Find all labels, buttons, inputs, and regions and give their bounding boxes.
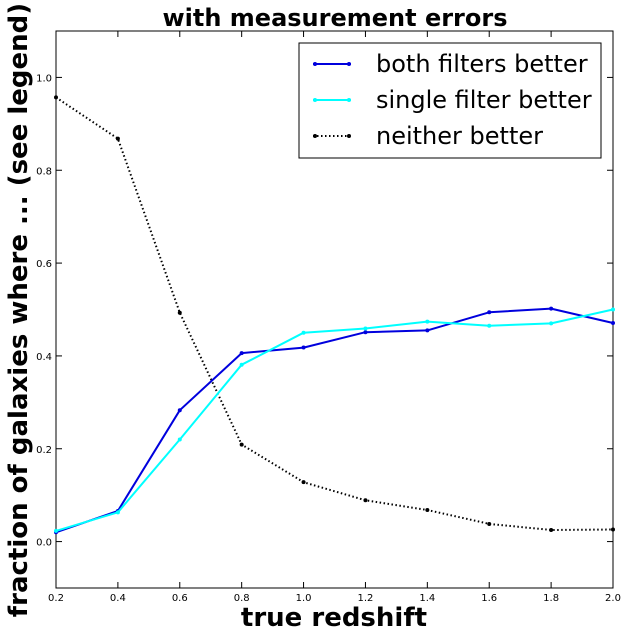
x-tick-label: 1.4 [419,593,435,604]
x-tick-label: 1.8 [543,593,559,604]
x-axis-ticks: 0.2 0.4 0.6 0.8 1.0 1.2 1.4 1.6 1.8 2.0 [48,31,621,604]
data-point [239,362,244,367]
data-point [115,510,120,515]
data-point [115,136,120,141]
data-point [425,319,430,324]
y-tick-label: 1.0 [36,73,52,84]
data-point [549,321,554,326]
legend-marker [313,134,317,138]
legend-label: single filter better [376,86,592,114]
y-axis-ticks: 0.0 0.2 0.4 0.6 0.8 1.0 [36,73,613,549]
legend-marker [347,62,351,66]
data-point [54,95,58,100]
data-point [301,345,306,350]
x-tick-label: 2.0 [605,593,621,604]
data-point [177,310,182,315]
x-tick-label: 0.4 [110,593,126,604]
data-point [611,527,615,532]
series-line-2 [55,96,614,531]
data-point [239,442,244,447]
x-tick-label: 1.2 [357,593,373,604]
y-tick-label: 0.0 [36,538,52,549]
data-point [425,508,430,513]
legend: both filters better single filter better n… [298,42,602,159]
data-point [177,408,182,413]
data-point [301,480,306,485]
x-tick-label: 1.6 [481,593,497,604]
legend-marker [313,98,317,102]
legend-marker [347,134,351,138]
data-point [487,323,492,328]
y-axis-label: fraction of galaxies where ... (see lege… [4,3,34,617]
data-point [487,310,492,315]
y-tick-label: 0.2 [36,445,52,456]
x-tick-label: 1.0 [296,593,312,604]
x-tick-label: 0.6 [172,593,188,604]
data-point [487,521,492,526]
chart-title: with measurement errors [162,4,507,32]
data-point [549,527,554,532]
series-line-1 [55,308,614,532]
data-point [363,498,368,503]
data-point [611,320,615,325]
x-axis-label: true redshift [241,603,427,633]
x-tick-label: 0.2 [48,593,64,604]
data-point [363,326,368,331]
data-point [177,437,182,442]
data-point [54,528,58,533]
data-point [239,351,244,356]
legend-label: both filters better [376,50,588,78]
data-point [301,330,306,335]
legend-marker [313,62,317,66]
y-tick-label: 0.8 [36,166,52,177]
data-point [611,307,615,312]
y-tick-label: 0.6 [36,259,52,270]
series-line-0 [55,307,614,534]
data-point [549,306,554,311]
legend-marker [347,98,351,102]
data-point [425,328,430,333]
series-group [54,95,615,535]
legend-label: neither better [376,122,543,150]
y-tick-label: 0.4 [36,352,52,363]
x-tick-label: 0.8 [234,593,250,604]
data-point [363,330,368,335]
